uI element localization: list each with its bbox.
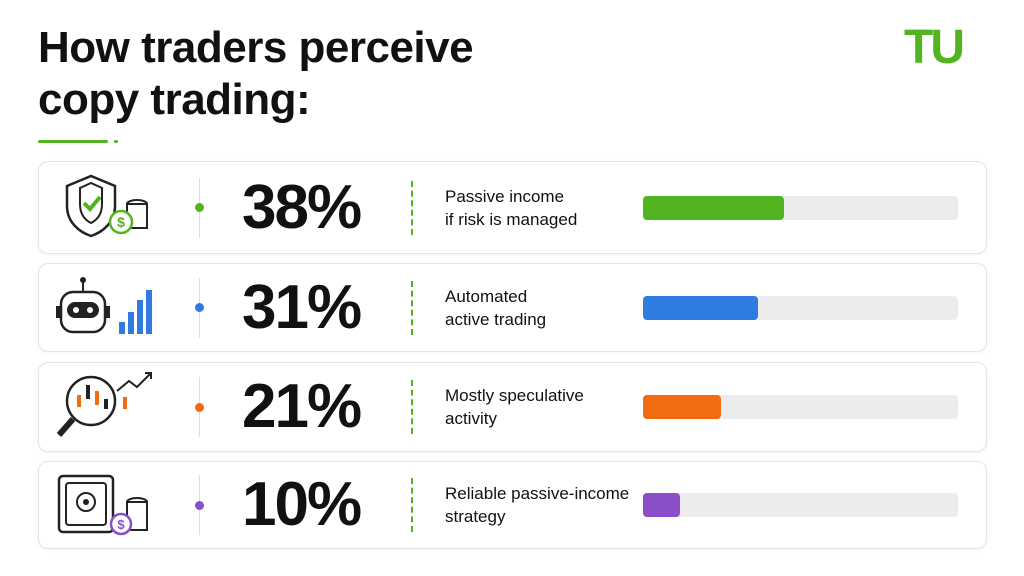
icon xyxy=(56,372,152,437)
icon xyxy=(56,277,152,334)
logo: TU xyxy=(904,21,965,74)
divider xyxy=(411,180,413,235)
bar-track xyxy=(643,493,958,517)
row-card: $38% Passive income if risk is managed xyxy=(38,161,987,254)
bar xyxy=(643,195,784,220)
category-label: Passive income if risk is managed xyxy=(445,186,578,229)
dot xyxy=(195,500,204,510)
value-label: 21% xyxy=(242,372,362,441)
value-label: 38% xyxy=(242,172,362,242)
dot xyxy=(195,203,204,212)
category-label: Mostly speculative activity xyxy=(445,386,584,428)
category-label: Automated active trading xyxy=(445,286,547,329)
dot xyxy=(195,402,204,412)
title-underline-dot xyxy=(114,140,118,143)
bar xyxy=(643,295,758,320)
row-card: 31% Automated active trading xyxy=(38,263,987,352)
value-label: 31% xyxy=(242,272,362,342)
value-label: 10% xyxy=(242,470,362,539)
dot xyxy=(195,303,204,312)
chart-title: How traders perceive copy trading: xyxy=(38,23,474,124)
category-label: Reliable passive-income strategy xyxy=(445,484,630,526)
icon: $ xyxy=(57,474,148,536)
row-card: $10% Reliable passive-income strategy xyxy=(38,461,987,549)
divider xyxy=(411,380,413,434)
bar-track xyxy=(643,395,958,419)
svg-text:$: $ xyxy=(117,214,125,230)
bar-track xyxy=(643,195,958,220)
title-underline xyxy=(38,140,108,143)
icon: $ xyxy=(65,174,148,238)
divider xyxy=(411,280,413,335)
svg-text:$: $ xyxy=(117,517,125,532)
bar xyxy=(643,493,681,517)
bar xyxy=(643,395,721,419)
bar-track xyxy=(643,295,958,320)
divider xyxy=(411,478,413,532)
row-card: 21% Mostly speculative activity xyxy=(38,362,987,452)
